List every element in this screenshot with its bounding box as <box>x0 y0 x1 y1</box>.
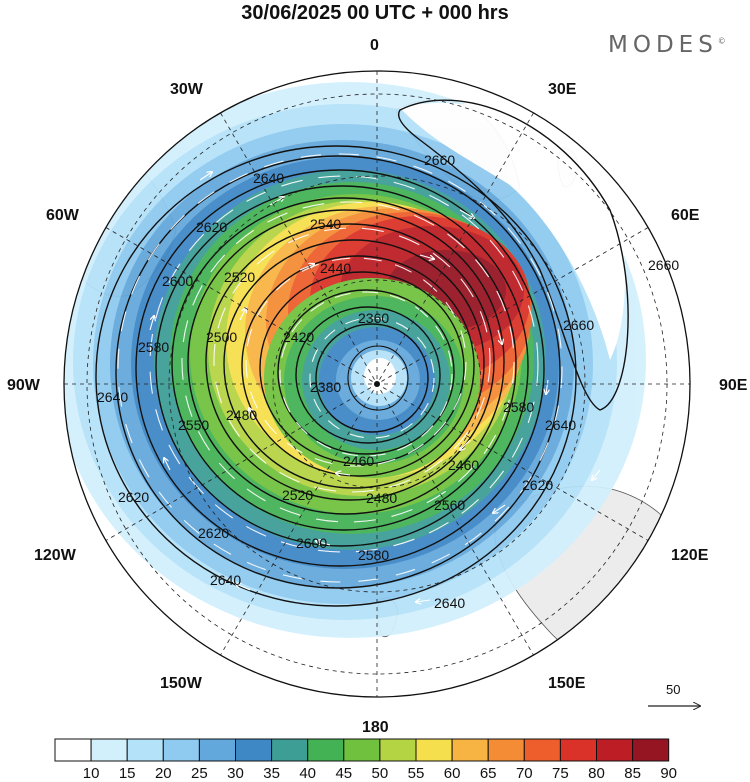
contour-label: 2640 <box>253 170 284 186</box>
contour-label: 2600 <box>296 535 327 551</box>
lon-label-90e: 90E <box>719 377 748 394</box>
contour-2660-ridge <box>397 99 629 411</box>
colorbar-tick-label: 90 <box>660 765 677 782</box>
colorbar-tick-label: 60 <box>444 765 461 782</box>
lon-label-30w: 30W <box>170 81 204 98</box>
lon-label-150w: 150W <box>160 675 203 692</box>
contour-label: 2620 <box>198 525 229 541</box>
colorbar-box <box>487 738 525 762</box>
colorbar-tick-label: 65 <box>480 765 497 782</box>
wind-arrow-heads <box>149 172 601 602</box>
south-pole-marker <box>374 381 380 387</box>
contour-labels: 2360 2420 2440 2540 2620 2640 2660 2660 … <box>97 152 679 611</box>
contour-label: 2640 <box>545 417 576 433</box>
colorbar-tick-label: 10 <box>83 765 100 782</box>
colorbar-box <box>90 738 128 762</box>
colorbar: 10 15 20 25 30 35 40 45 50 55 60 65 70 75 80 85 90 <box>54 738 677 782</box>
colorbar-box <box>559 738 597 762</box>
contour-label: 2460 <box>448 457 479 473</box>
contour-label: 2360 <box>358 310 389 326</box>
colorbar-tick-label: 30 <box>227 765 244 782</box>
colorbar-tick-label: 45 <box>335 765 352 782</box>
lon-label-120e: 120E <box>671 547 709 564</box>
colorbar-tick-label: 80 <box>588 765 605 782</box>
contour-label: 2560 <box>434 497 465 513</box>
colorbar-tick-label: 20 <box>155 765 172 782</box>
colorbar-boxes <box>54 738 670 762</box>
colorbar-box <box>343 738 381 762</box>
colorbar-box <box>379 738 417 762</box>
colorbar-box <box>523 738 561 762</box>
reference-vector: 50 <box>648 682 700 706</box>
lon-label-60w: 60W <box>46 207 80 224</box>
colorbar-tick-label: 40 <box>299 765 316 782</box>
colorbar-tick-label: 85 <box>624 765 641 782</box>
map-border <box>63 70 691 698</box>
map-body <box>64 71 690 697</box>
contour-label: 2520 <box>282 487 313 503</box>
colorbar-tick-label: 70 <box>516 765 533 782</box>
contour-label: 2380 <box>310 379 341 395</box>
map-title: 30/06/2025 00 UTC + 000 hrs <box>241 2 509 24</box>
colorbar-box <box>162 738 200 762</box>
contour-label: 2660 <box>424 152 455 168</box>
height-contours <box>95 99 629 607</box>
contour-label: 2480 <box>366 490 397 506</box>
colorbar-tick-label: 55 <box>408 765 425 782</box>
colorbar-ticks: 10 15 20 25 30 35 40 45 50 55 60 65 70 75 80 85 90 <box>83 765 677 782</box>
contour-label: 2440 <box>320 260 351 276</box>
lon-label-30e: 30E <box>548 81 577 98</box>
colorbar-box <box>596 738 634 762</box>
colorbar-tick-label: 50 <box>372 765 389 782</box>
contour-label: 2620 <box>118 489 149 505</box>
colorbar-box <box>198 738 236 762</box>
contour-label: 2640 <box>97 389 128 405</box>
lon-label-60e: 60E <box>671 207 700 224</box>
contour-label: 2550 <box>178 417 209 433</box>
contour-label: 2600 <box>162 273 193 289</box>
colorbar-box <box>632 738 670 762</box>
contour-label: 2660 <box>563 317 594 333</box>
lon-label-150e: 150E <box>548 675 586 692</box>
contour-label: 2460 <box>343 453 374 469</box>
colorbar-box <box>451 738 489 762</box>
colorbar-box <box>126 738 164 762</box>
reference-vector-label: 50 <box>666 682 680 697</box>
contour-label: 2520 <box>224 269 255 285</box>
colorbar-box <box>415 738 453 762</box>
lon-label-90w: 90W <box>7 377 41 394</box>
colorbar-tick-label: 35 <box>263 765 280 782</box>
lon-label-180: 180 <box>362 719 389 736</box>
colorbar-box <box>271 738 309 762</box>
contour-label: 2620 <box>196 219 227 235</box>
contour-label: 2580 <box>358 547 389 563</box>
colorbar-box <box>54 738 92 762</box>
contour-label: 2640 <box>210 572 241 588</box>
colorbar-box <box>235 738 273 762</box>
modes-logo: MODES© <box>608 32 726 58</box>
lon-label-0: 0 <box>370 37 379 54</box>
colorbar-tick-label: 75 <box>552 765 569 782</box>
contour-label: 2580 <box>503 399 534 415</box>
colorbar-tick-label: 15 <box>119 765 136 782</box>
contour-label: 2640 <box>434 595 465 611</box>
contour-label: 2500 <box>206 329 237 345</box>
contour-label: 2580 <box>138 339 169 355</box>
contour-label: 2420 <box>283 329 314 345</box>
longitude-labels: 0 30E 60E 90E 120E 150E 180 150W 120W 90… <box>7 37 748 736</box>
lon-label-120w: 120W <box>34 547 77 564</box>
colorbar-box <box>307 738 345 762</box>
contour-label: 2660 <box>648 257 679 273</box>
wind-vectors <box>117 153 563 583</box>
contour-label: 2620 <box>522 477 553 493</box>
colorbar-tick-label: 25 <box>191 765 208 782</box>
contour-label: 2480 <box>226 407 257 423</box>
contour-label: 2540 <box>310 216 341 232</box>
